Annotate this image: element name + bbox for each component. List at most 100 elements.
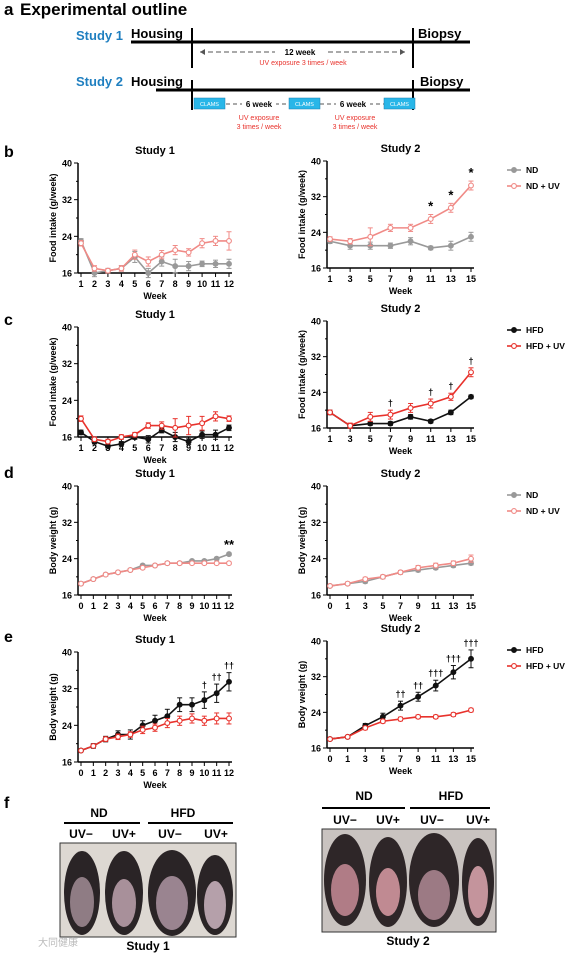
significance-mark: † bbox=[202, 680, 207, 690]
data-point bbox=[172, 247, 179, 254]
y-tick-label: 32 bbox=[311, 192, 321, 202]
study1-uvplus-2: UV+ bbox=[204, 827, 228, 841]
legend-marker bbox=[511, 327, 517, 333]
x-tick-label: 1 bbox=[91, 601, 96, 611]
data-point bbox=[407, 404, 414, 411]
chart-title: Study 2 bbox=[381, 303, 421, 315]
y-tick-label: 16 bbox=[311, 264, 321, 274]
x-tick-label: 11 bbox=[211, 279, 221, 289]
series-line bbox=[329, 184, 472, 243]
study2-photo-label: Study 2 bbox=[386, 934, 430, 948]
clams-label-3: CLAMS bbox=[390, 102, 409, 108]
data-point bbox=[78, 747, 84, 754]
data-point bbox=[115, 569, 121, 576]
data-point bbox=[347, 238, 354, 245]
x-tick-label: 12 bbox=[224, 768, 234, 778]
x-tick-label: 4 bbox=[128, 768, 133, 778]
clams-label-1: CLAMS bbox=[200, 102, 219, 108]
x-tick-label: 9 bbox=[416, 754, 421, 764]
x-tick-label: 2 bbox=[103, 768, 108, 778]
data-point bbox=[397, 702, 404, 709]
series-nd bbox=[78, 551, 232, 587]
x-tick-label: 6 bbox=[146, 443, 151, 453]
legend-label: HFD + UV bbox=[526, 341, 565, 351]
data-point bbox=[447, 242, 454, 249]
significance-mark: † bbox=[428, 387, 433, 397]
data-point bbox=[226, 715, 232, 722]
data-point bbox=[432, 682, 439, 689]
mouse-5-skin bbox=[331, 864, 359, 916]
data-point bbox=[185, 422, 192, 429]
x-tick-label: 11 bbox=[431, 754, 441, 764]
x-tick-label: 5 bbox=[380, 601, 385, 611]
x-tick-label: 9 bbox=[186, 443, 191, 453]
mouse-2-skin bbox=[112, 879, 136, 927]
data-point bbox=[432, 562, 439, 569]
data-point bbox=[115, 733, 121, 740]
significance-mark: † bbox=[468, 356, 473, 366]
data-point bbox=[172, 263, 179, 270]
significance-mark: †† bbox=[224, 661, 234, 671]
x-tick-label: 7 bbox=[398, 601, 403, 611]
data-point bbox=[327, 582, 333, 589]
data-point bbox=[78, 415, 84, 422]
x-tick-label: 3 bbox=[348, 434, 353, 444]
x-tick-label: 12 bbox=[224, 443, 234, 453]
legend-label: ND + UV bbox=[526, 181, 560, 191]
study2-uvplus-2: UV+ bbox=[466, 813, 490, 827]
study1-label: Study 1 bbox=[76, 28, 123, 43]
x-tick-label: 9 bbox=[186, 279, 191, 289]
x-tick-label: 13 bbox=[448, 601, 458, 611]
x-axis-label: Week bbox=[143, 780, 167, 790]
chart-title: Study 1 bbox=[135, 145, 175, 157]
x-tick-label: 2 bbox=[92, 279, 97, 289]
x-tick-label: 7 bbox=[165, 601, 170, 611]
y-axis-label: Body weight (g) bbox=[297, 507, 307, 575]
x-tick-label: 15 bbox=[466, 754, 476, 764]
data-point bbox=[118, 440, 125, 447]
data-point bbox=[427, 216, 434, 222]
series-hfd-uv bbox=[327, 707, 474, 743]
study2-label: Study 2 bbox=[76, 74, 123, 89]
data-point bbox=[468, 707, 474, 714]
x-tick-label: 11 bbox=[426, 274, 436, 284]
mouse-8-skin bbox=[468, 866, 488, 918]
legend-marker bbox=[511, 183, 517, 189]
data-point bbox=[158, 258, 165, 265]
data-point bbox=[226, 415, 232, 422]
significance-mark: †† bbox=[395, 689, 405, 699]
study2-start: Housing bbox=[131, 74, 183, 89]
series-hfd-uv bbox=[327, 367, 474, 429]
data-point bbox=[344, 580, 351, 587]
clams-box-2 bbox=[288, 97, 321, 110]
x-tick-label: 12 bbox=[224, 601, 234, 611]
x-tick-label: 5 bbox=[380, 754, 385, 764]
data-point bbox=[164, 720, 171, 726]
data-point bbox=[327, 736, 333, 743]
significance-mark: †† bbox=[212, 672, 222, 682]
data-point bbox=[427, 418, 434, 425]
x-tick-label: 5 bbox=[368, 434, 373, 444]
data-point bbox=[379, 573, 386, 580]
x-tick-label: 7 bbox=[398, 754, 403, 764]
x-tick-label: 3 bbox=[363, 754, 368, 764]
legend-label: HFD bbox=[526, 325, 543, 335]
x-tick-label: 11 bbox=[212, 601, 222, 611]
x-tick-label: 7 bbox=[159, 443, 164, 453]
clams-label-2: CLAMS bbox=[295, 102, 314, 108]
study2-group-hfd: HFD bbox=[439, 789, 464, 803]
data-point bbox=[226, 551, 232, 558]
x-tick-label: 10 bbox=[197, 443, 207, 453]
legend-marker bbox=[511, 492, 517, 498]
data-point bbox=[212, 237, 219, 244]
x-tick-label: 10 bbox=[197, 279, 207, 289]
data-point bbox=[468, 555, 474, 562]
x-tick-label: 1 bbox=[345, 601, 350, 611]
data-point bbox=[447, 409, 454, 416]
y-tick-label: 16 bbox=[62, 269, 72, 279]
series-line bbox=[329, 371, 472, 427]
